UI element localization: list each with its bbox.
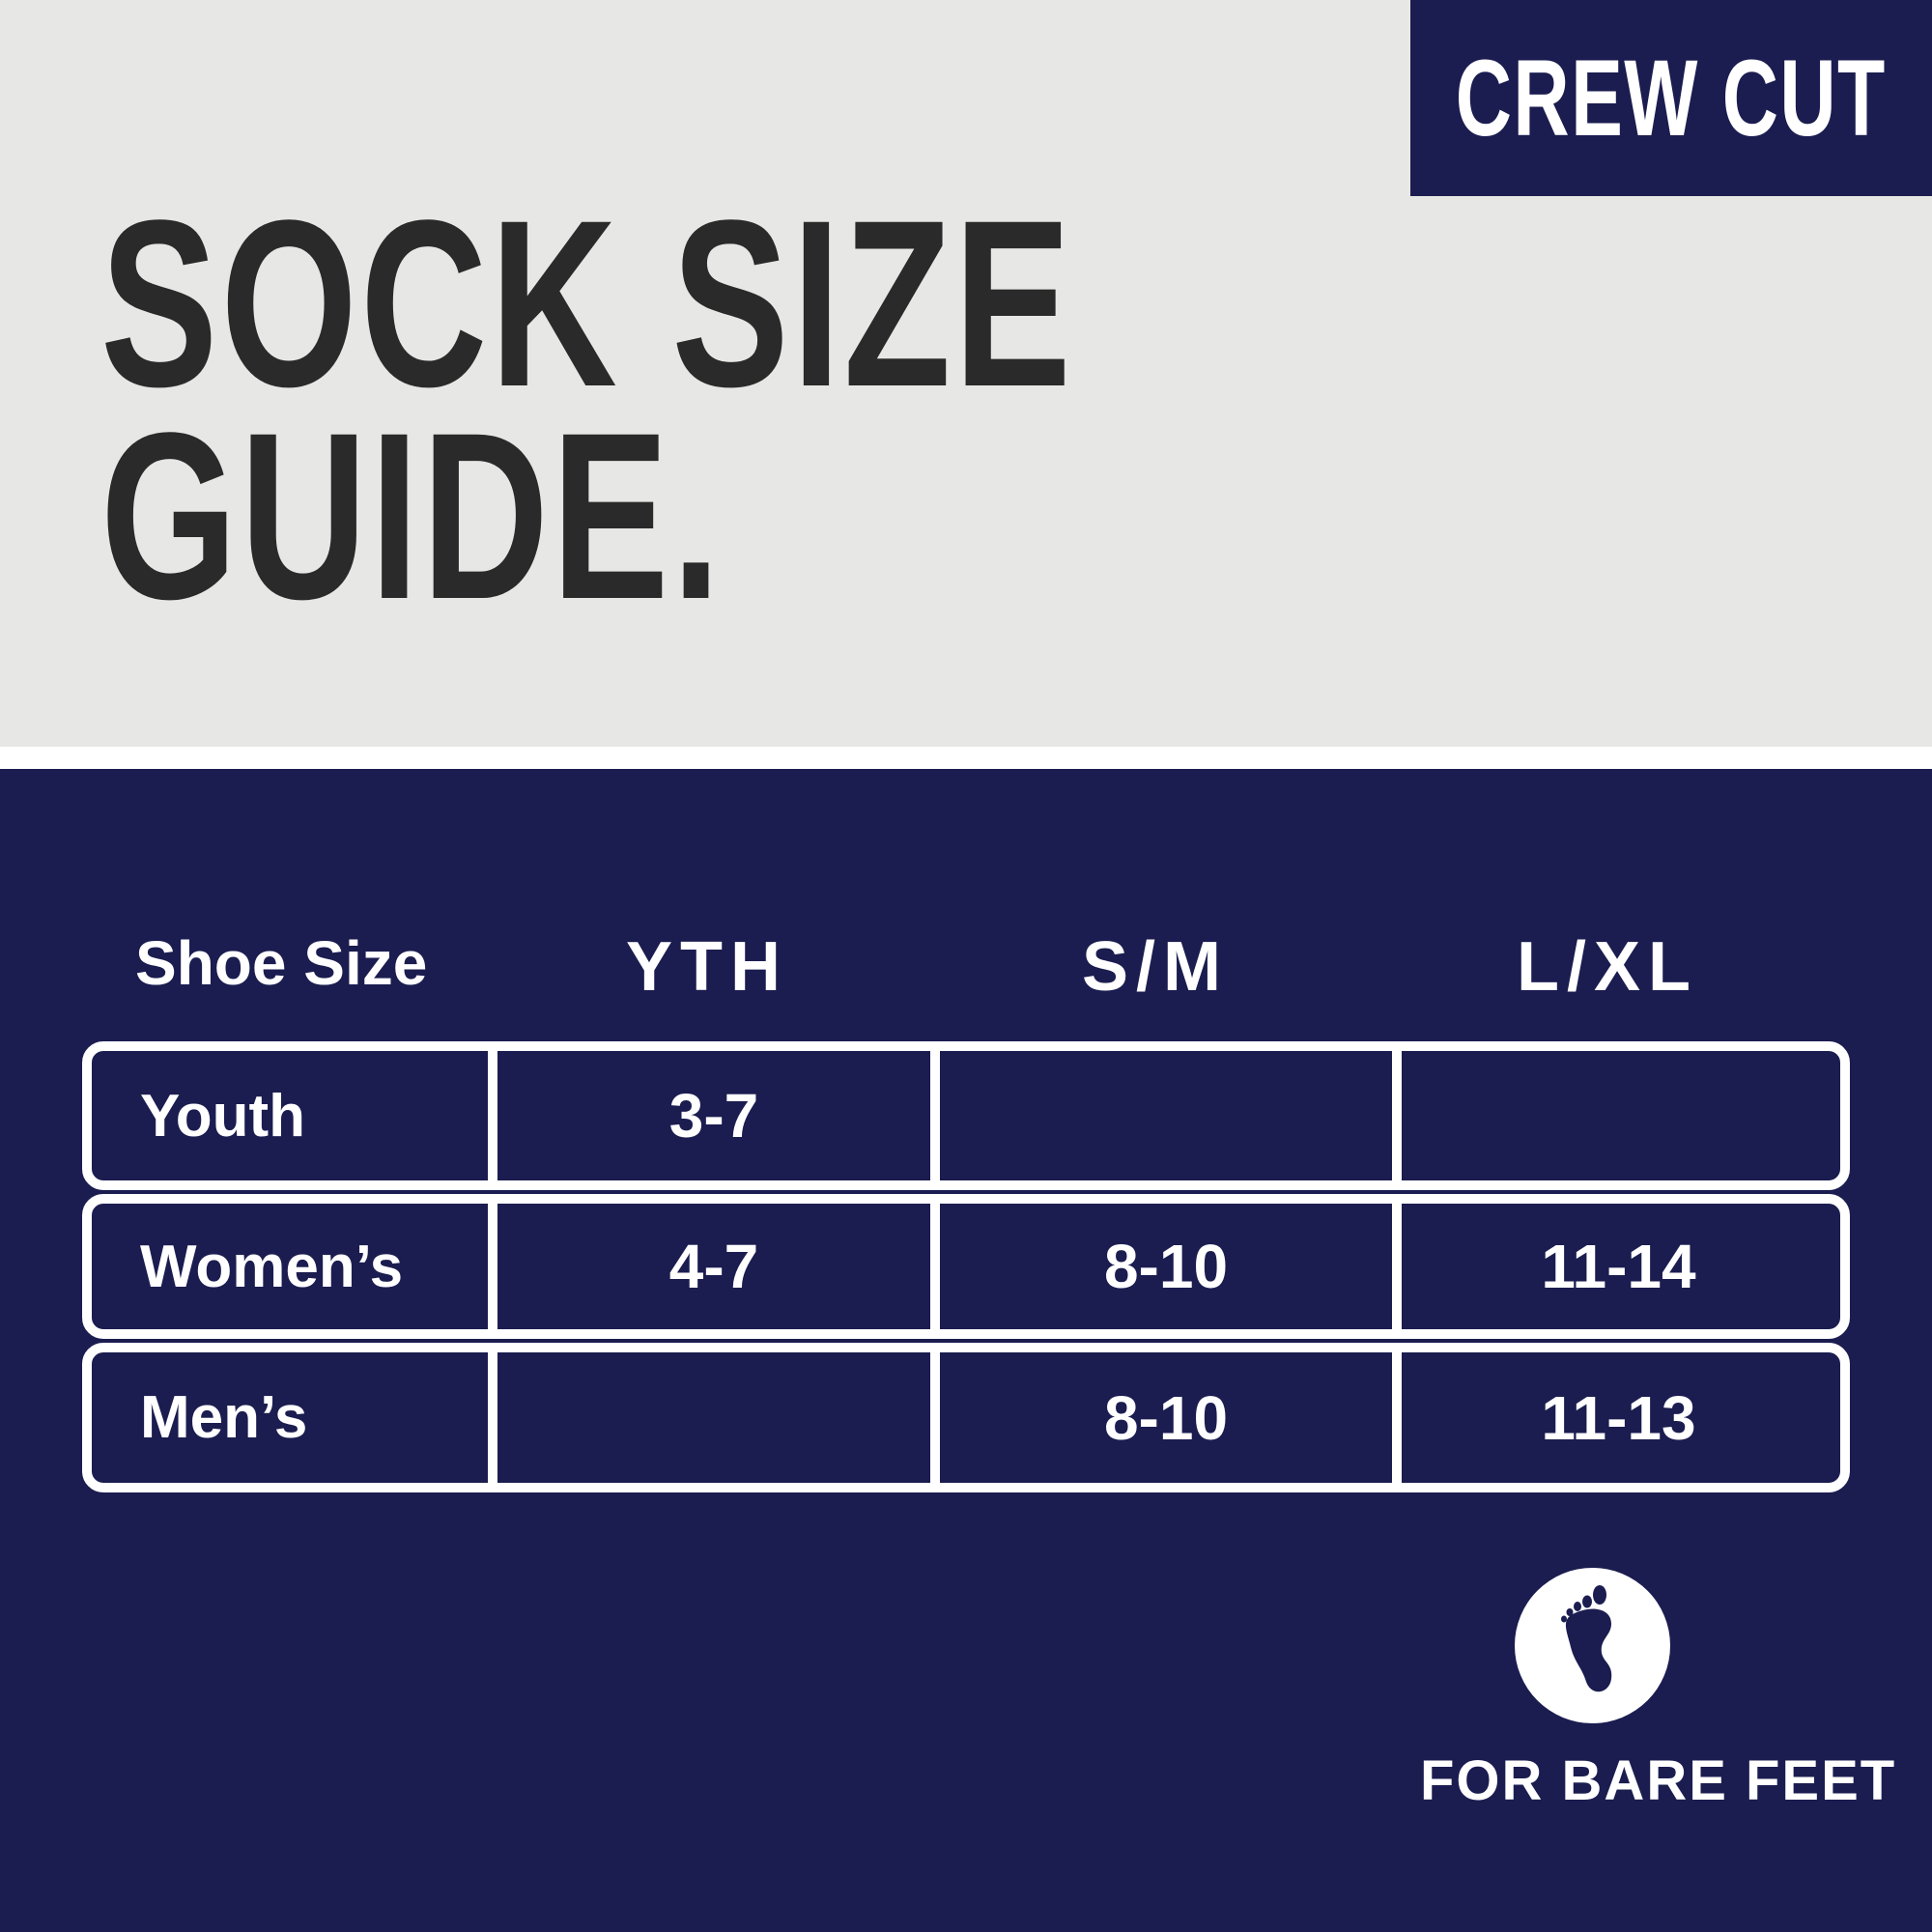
column-divider (488, 1041, 497, 1190)
column-divider (930, 1343, 940, 1492)
header-sm: S/M (1081, 928, 1230, 1006)
column-divider (488, 1194, 497, 1339)
bare-foot-icon (1515, 1568, 1670, 1723)
column-divider (1392, 1343, 1402, 1492)
header-yth: YTH (626, 928, 788, 1006)
header-shoe-size: Shoe Size (135, 928, 428, 998)
size-cell: 11-13 (1541, 1382, 1696, 1453)
bare-feet-label: FOR BARE FEET (1420, 1749, 1897, 1812)
size-cell: 3-7 (668, 1081, 759, 1151)
size-cell: 8-10 (1103, 1232, 1229, 1301)
table-row: Men’s 8-10 11-13 (82, 1343, 1850, 1492)
column-divider (930, 1041, 940, 1190)
size-cell (935, 1051, 1397, 1180)
crew-cut-badge: CREW CUT (1410, 0, 1932, 196)
row-label: Men’s (140, 1384, 308, 1451)
table-row: Youth 3-7 (82, 1041, 1850, 1190)
table-row: Women’s 4-7 8-10 11-14 (82, 1194, 1850, 1339)
size-cell: 8-10 (1103, 1382, 1229, 1453)
size-cell: 4-7 (668, 1232, 759, 1301)
header-lxl: L/XL (1517, 928, 1698, 1006)
column-divider (930, 1194, 940, 1339)
column-divider (488, 1343, 497, 1492)
size-cell: 11-14 (1541, 1232, 1696, 1301)
size-cell (493, 1352, 935, 1483)
column-divider (1392, 1041, 1402, 1190)
size-cell (1397, 1051, 1840, 1180)
row-label: Youth (140, 1082, 306, 1150)
row-label: Women’s (140, 1233, 404, 1300)
page-title: SOCK SIZE GUIDE. (100, 171, 1074, 649)
column-divider (1392, 1194, 1402, 1339)
